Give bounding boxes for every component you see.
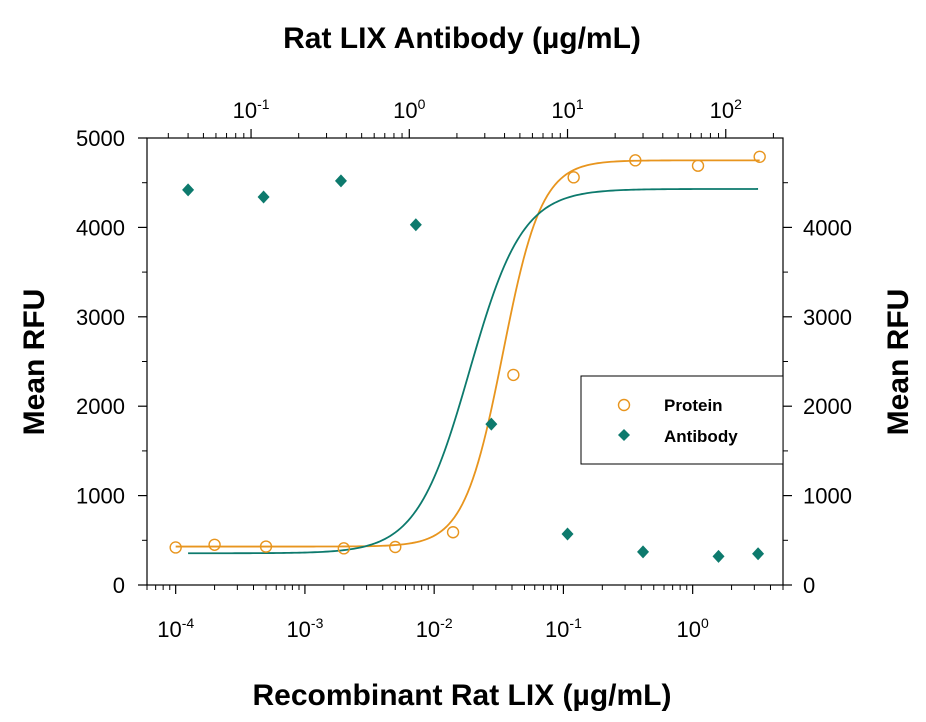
protein-data-point: [208, 538, 221, 551]
right-tick-label: 0: [803, 573, 815, 598]
top-tick-label: 102: [710, 96, 742, 123]
right-tick-label: 2000: [803, 394, 852, 419]
bottom-axis-title: Recombinant Rat LIX (µg/mL): [253, 679, 672, 712]
legend-box: [580, 375, 784, 465]
data-points: [169, 150, 766, 563]
antibody-data-point: [561, 527, 574, 541]
right-tick-label: 3000: [803, 305, 852, 330]
protein-data-point: [169, 541, 182, 554]
fit-curves: [175, 159, 760, 555]
protein-data-point: [691, 159, 705, 172]
antibody-data-point: [182, 183, 195, 197]
protein-data-point: [507, 368, 520, 382]
bottom-tick-label: 100: [677, 615, 709, 642]
top-tick-label: 10-1: [233, 96, 270, 123]
top-tick-label: 101: [551, 96, 583, 123]
antibody-data-point: [637, 545, 650, 559]
axis-ticks: [138, 129, 792, 594]
top-axis-title: Rat LIX Antibody (µg/mL): [283, 22, 641, 55]
right-axis-title: Mean RFU: [882, 289, 915, 436]
left-tick-label: 1000: [76, 484, 125, 509]
protein-data-point: [389, 540, 402, 554]
left-tick-label: 4000: [76, 215, 125, 240]
axis-tick-labels: 10-4 10-3 10-2 10-1 100 10-1 100 101 102 0 1000 200…: [76, 96, 852, 642]
bottom-tick-label: 10-2: [416, 615, 453, 642]
protein-data-point: [446, 526, 460, 539]
antibody-data-point: [485, 417, 498, 431]
legend-protein-marker: [617, 398, 631, 412]
protein-data-point: [567, 171, 580, 184]
legend-antibody-marker: [618, 429, 630, 441]
left-tick-label: 2000: [76, 394, 125, 419]
left-tick-label: 0: [113, 573, 125, 598]
fit-curve-protein: [175, 159, 760, 548]
protein-data-point: [259, 540, 273, 553]
left-tick-label: 3000: [76, 305, 125, 330]
protein-data-point: [629, 154, 642, 167]
right-tick-label: 4000: [803, 215, 852, 240]
plot-area-frame: [146, 137, 784, 586]
protein-data-point: [337, 542, 351, 555]
top-tick-label: 100: [393, 96, 425, 123]
legend-protein-label: Protein: [664, 396, 723, 415]
antibody-data-point: [409, 218, 422, 232]
antibody-data-point: [257, 190, 270, 204]
antibody-data-point: [334, 174, 347, 188]
bottom-tick-label: 10-3: [286, 615, 323, 642]
right-tick-label: 1000: [803, 484, 852, 509]
bottom-tick-label: 10-4: [157, 615, 194, 642]
bottom-tick-label: 10-1: [545, 615, 582, 642]
left-axis-title: Mean RFU: [18, 289, 51, 436]
antibody-data-point: [752, 547, 765, 561]
fit-curve-antibody: [188, 188, 759, 555]
legend: Protein Antibody: [580, 375, 784, 465]
antibody-data-point: [712, 549, 725, 563]
protein-data-point: [753, 150, 766, 163]
legend-antibody-label: Antibody: [664, 427, 738, 446]
left-tick-label: 5000: [76, 126, 125, 151]
